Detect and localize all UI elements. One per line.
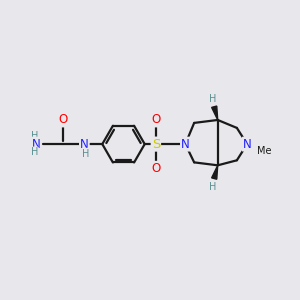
- Text: O: O: [151, 113, 160, 127]
- Text: H: H: [209, 182, 216, 191]
- Text: O: O: [151, 162, 160, 175]
- Text: N: N: [32, 138, 40, 151]
- Text: N: N: [243, 138, 251, 151]
- Text: H: H: [209, 94, 216, 104]
- Polygon shape: [212, 106, 218, 120]
- Text: H: H: [31, 131, 38, 141]
- Text: N: N: [80, 138, 89, 151]
- Text: H: H: [31, 147, 38, 158]
- Text: O: O: [58, 113, 68, 127]
- Text: H: H: [82, 148, 90, 158]
- Text: S: S: [152, 138, 160, 151]
- Text: N: N: [181, 138, 190, 151]
- Text: Me: Me: [257, 146, 272, 156]
- Polygon shape: [212, 165, 218, 179]
